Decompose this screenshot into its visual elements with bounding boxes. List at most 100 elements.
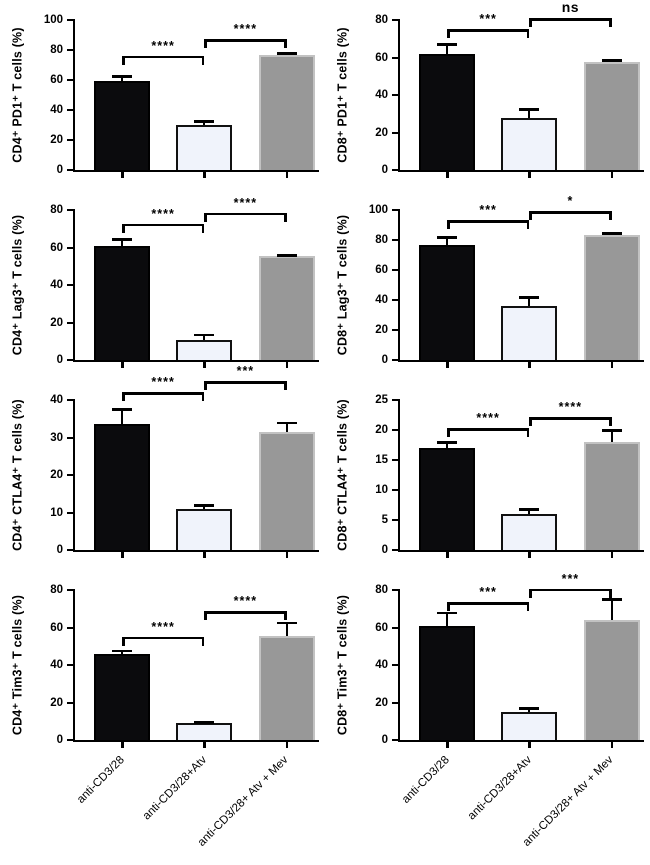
- y-tick-label: 60: [375, 51, 388, 64]
- significance-bracket-end: [284, 39, 287, 48]
- significance-bracket: [122, 636, 205, 640]
- y-tick-label: 0: [56, 544, 63, 556]
- x-axis-tick: [203, 361, 206, 368]
- significance-bracket-end: [122, 636, 125, 646]
- y-tick-label: 20: [375, 324, 388, 336]
- x-axis-tick: [121, 361, 124, 368]
- y-axis-line: [73, 19, 75, 172]
- error-bar-line: [528, 109, 531, 119]
- significance-label: ns: [561, 0, 580, 15]
- significance-bracket-end: [447, 602, 450, 612]
- y-axis-tick: [67, 321, 75, 324]
- plot-area: 0 10 20 30 40 **** ***: [50, 364, 319, 558]
- y-axis-tick: [67, 139, 75, 141]
- y-axis-tick: [67, 399, 75, 401]
- error-bar-line: [203, 334, 206, 341]
- x-axis-tick: [285, 741, 288, 748]
- y-tick-label: 20: [375, 696, 388, 709]
- x-axis-tick: [121, 741, 124, 748]
- significance-bracket: [529, 417, 612, 420]
- x-axis-tick: [446, 551, 449, 558]
- y-tick-label: 5: [381, 514, 388, 526]
- bar-white: [176, 340, 233, 360]
- x-axis-line: [73, 740, 319, 742]
- x-axis-tick: [203, 171, 206, 178]
- y-axis-tick: [392, 459, 400, 461]
- significance-label: ****: [476, 411, 500, 425]
- error-bar-cap: [601, 59, 622, 62]
- y-tick-label: 80: [375, 584, 388, 596]
- bar-white: [176, 125, 233, 170]
- x-axis-tick: [203, 551, 206, 558]
- error-bar-cap: [519, 108, 540, 111]
- y-tick-label: 40: [375, 89, 388, 101]
- significance-bracket: [529, 588, 612, 592]
- y-tick-label: 40: [50, 394, 63, 406]
- error-bar-cap: [112, 75, 132, 78]
- y-axis-tick: [67, 284, 75, 286]
- y-axis-title: CD4⁺ Tim3⁺ T cells (%): [10, 594, 25, 736]
- y-tick-label: 60: [50, 74, 63, 86]
- y-tick-label: 25: [375, 394, 388, 406]
- significance-bracket: [204, 611, 287, 614]
- y-axis-tick: [67, 511, 75, 514]
- y-tick-label: 0: [381, 354, 388, 366]
- x-axis-tick: [610, 551, 613, 558]
- error-bar-line: [121, 409, 123, 425]
- y-axis-tick: [392, 549, 400, 551]
- significance-label: ****: [151, 38, 175, 53]
- panel-cd4-tim3: CD4⁺ Tim3⁺ T cells (%) 0 20 40 60 80 **** ****…: [0, 570, 325, 865]
- x-axis-line: [73, 170, 319, 172]
- y-axis-tick: [67, 739, 75, 741]
- significance-label: ****: [233, 594, 258, 609]
- y-axis-tick: [392, 701, 400, 704]
- y-tick-label: 40: [50, 279, 63, 291]
- y-axis-tick: [392, 664, 400, 666]
- bar-black: [94, 424, 150, 550]
- y-tick-label: 20: [375, 424, 388, 436]
- plot-area: 0 20 40 60 80 100 *** *: [369, 194, 644, 368]
- significance-bracket: [122, 223, 205, 227]
- bar-gray: [258, 54, 315, 170]
- x-axis-line: [73, 360, 319, 362]
- y-tick-label: 80: [375, 234, 388, 246]
- plot-area: 0 20 40 60 80 **** **** anti-CD3/28 anti-CD3/28+…: [50, 584, 319, 849]
- x-axis-tick: [446, 171, 449, 178]
- bar-black: [419, 244, 475, 360]
- x-axis-tick: [446, 361, 449, 368]
- significance-bracket: [122, 392, 205, 395]
- significance-bracket-end: [284, 381, 287, 391]
- significance-bracket-end: [122, 392, 125, 402]
- significance-bracket-end: [122, 55, 125, 65]
- significance-bracket-end: [529, 588, 532, 598]
- error-bar-line: [446, 44, 448, 54]
- y-axis-tick: [67, 549, 75, 551]
- x-axis-tick: [610, 361, 613, 368]
- bar-gray: [583, 62, 640, 170]
- significance-bracket-end: [284, 212, 287, 222]
- y-axis-tick: [67, 246, 75, 249]
- significance-bracket: [529, 211, 612, 214]
- error-bar-cap: [194, 504, 215, 507]
- y-axis-tick: [392, 209, 400, 211]
- significance-bracket-end: [201, 223, 205, 233]
- y-axis-tick: [392, 489, 400, 491]
- x-axis-tick: [285, 551, 288, 558]
- error-bar-cap: [437, 236, 457, 239]
- x-axis-tick: [610, 171, 613, 178]
- panel-cd8-lag3: CD8⁺ Lag3⁺ T cells (%) 0 20 40 60 80 100 *** *: [325, 190, 650, 380]
- error-bar-cap: [194, 333, 215, 337]
- y-tick-label: 10: [375, 484, 388, 496]
- error-bar-line: [203, 505, 206, 509]
- error-bar-cap: [437, 43, 457, 46]
- x-axis-tick: [610, 741, 613, 748]
- significance-bracket-end: [609, 588, 612, 598]
- panel-cd8-tim3: CD8⁺ Tim3⁺ T cells (%) 0 20 40 60 80 *** *** an…: [325, 570, 650, 865]
- y-tick-label: 60: [50, 621, 63, 634]
- significance-bracket-end: [201, 55, 205, 65]
- error-bar-cap: [519, 508, 540, 511]
- error-bar-cap: [112, 238, 132, 241]
- y-axis-tick: [67, 626, 75, 629]
- bar-gray: [258, 635, 315, 740]
- y-axis-title: CD8⁺ Tim3⁺ T cells (%): [335, 594, 350, 736]
